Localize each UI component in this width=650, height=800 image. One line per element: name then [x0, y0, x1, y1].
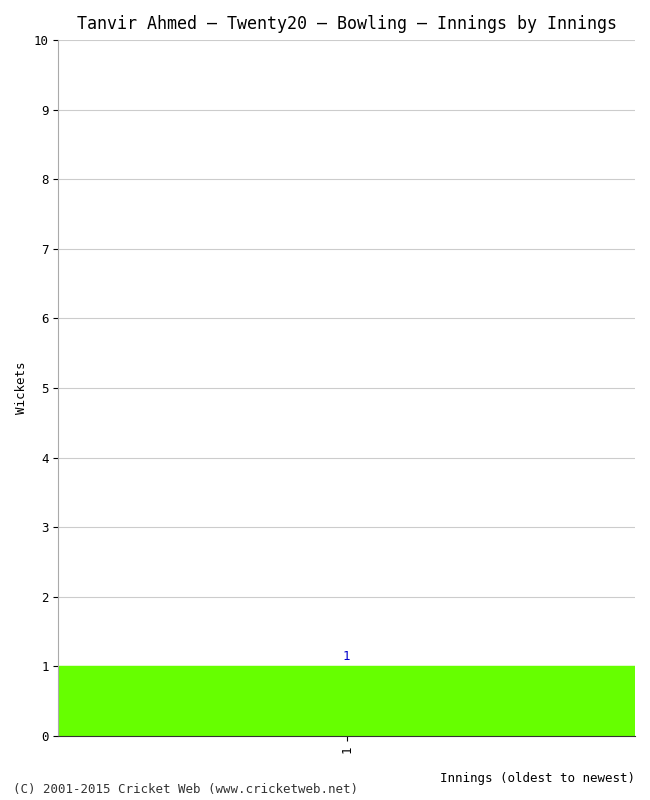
Text: Innings (oldest to newest): Innings (oldest to newest) — [440, 772, 635, 785]
Text: 1: 1 — [343, 650, 350, 662]
Title: Tanvir Ahmed – Twenty20 – Bowling – Innings by Innings: Tanvir Ahmed – Twenty20 – Bowling – Inni… — [77, 15, 617, 33]
Y-axis label: Wickets: Wickets — [15, 362, 28, 414]
Bar — [58, 666, 635, 736]
Text: (C) 2001-2015 Cricket Web (www.cricketweb.net): (C) 2001-2015 Cricket Web (www.cricketwe… — [13, 783, 358, 796]
